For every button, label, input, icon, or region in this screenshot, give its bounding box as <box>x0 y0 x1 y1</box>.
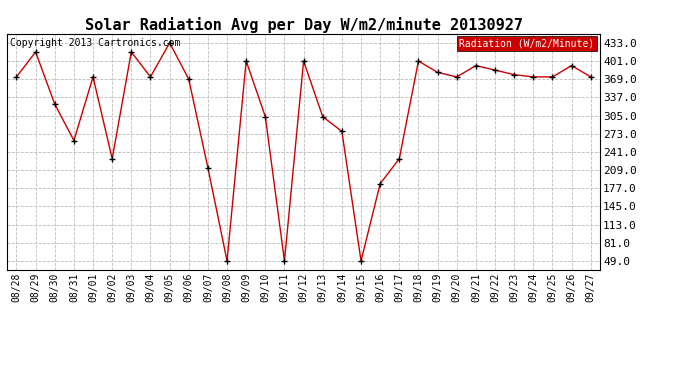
Text: Radiation (W/m2/Minute): Radiation (W/m2/Minute) <box>460 39 594 48</box>
Text: Copyright 2013 Cartronics.com: Copyright 2013 Cartronics.com <box>10 39 180 48</box>
Title: Solar Radiation Avg per Day W/m2/minute 20130927: Solar Radiation Avg per Day W/m2/minute … <box>85 16 522 33</box>
